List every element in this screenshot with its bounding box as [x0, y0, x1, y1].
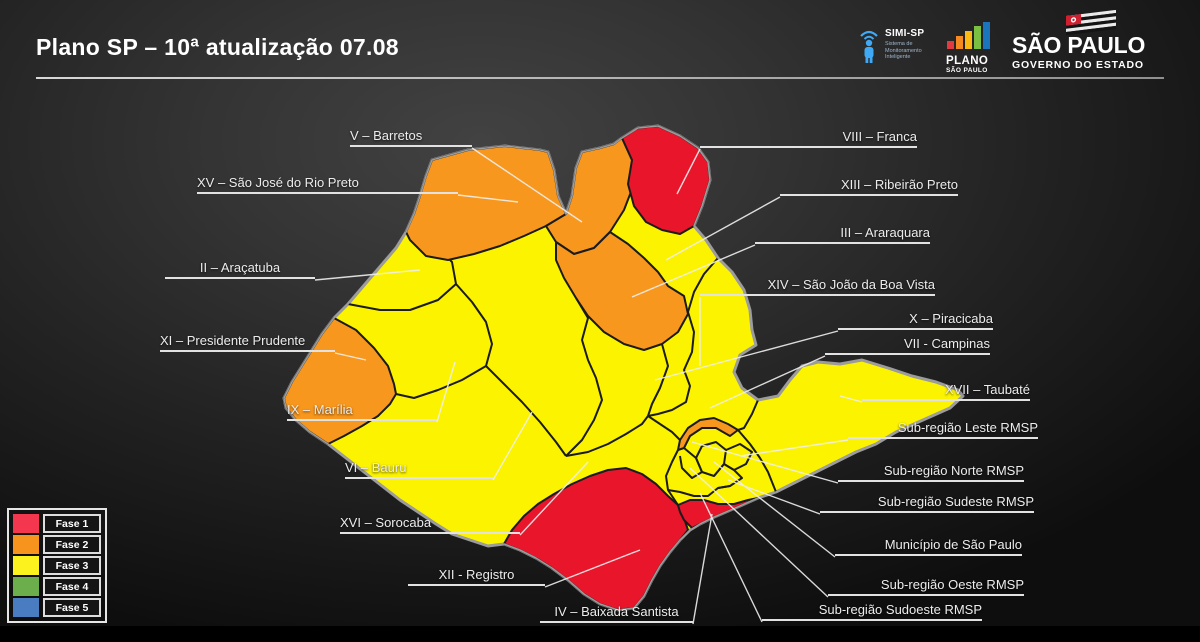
governo-sp-logo: SÃO PAULO GOVERNO DO ESTADO: [1012, 8, 1145, 71]
leader-line-oeste: [689, 467, 829, 598]
simi-sub-3: Inteligente: [885, 54, 911, 60]
legend-row-4: Fase 4: [13, 577, 101, 596]
leader-line-ii: [314, 269, 421, 281]
legend-label-fase-4: Fase 4: [43, 577, 101, 596]
sp-flag-icon: [1066, 10, 1116, 36]
leader-line-xv: [457, 194, 519, 203]
plano-bars-icon: [947, 22, 990, 49]
page-title: Plano SP – 10ª atualização 07.08: [36, 34, 399, 60]
leader-line-viii: [676, 148, 701, 195]
legend-label-fase-2: Fase 2: [43, 535, 101, 554]
plano-sp-logo: PLANO SÃO PAULO: [946, 22, 998, 74]
leader-lines: [314, 147, 863, 625]
leader-line-norte: [691, 441, 839, 484]
leader-line-sudoeste: [699, 492, 763, 623]
leader-line-xi: [334, 352, 367, 361]
legend-row-3: Fase 3: [13, 556, 101, 575]
leader-line-ix: [436, 361, 456, 423]
leader-line-xvi: [519, 461, 589, 536]
legend-row-2: Fase 2: [13, 535, 101, 554]
simi-title: SIMI-SP: [885, 28, 925, 39]
legend-label-fase-5: Fase 5: [43, 598, 101, 617]
legend-swatch-fase-3: [13, 556, 39, 575]
legend-swatch-fase-5: [13, 598, 39, 617]
governo-logo-line1: SÃO PAULO: [1012, 32, 1146, 58]
leader-line-x: [654, 330, 839, 381]
leader-line-leste: [739, 439, 849, 457]
legend-label-fase-1: Fase 1: [43, 514, 101, 533]
leader-line-vi: [492, 411, 533, 481]
leader-line-iii: [631, 244, 756, 298]
legend-swatch-fase-1: [13, 514, 39, 533]
legend-row-1: Fase 1: [13, 514, 101, 533]
simi-sub-2: Monitoramento: [885, 47, 922, 54]
legend-swatch-fase-4: [13, 577, 39, 596]
legend-label-fase-3: Fase 3: [43, 556, 101, 575]
governo-logo-line2: GOVERNO DO ESTADO: [1012, 59, 1144, 71]
leader-line-xii: [544, 549, 641, 588]
simi-sp-logo: SIMI-SP Sistema de Monitoramento Intelig…: [858, 28, 924, 64]
bottom-black-bar: [0, 626, 1200, 642]
leader-line-msp: [713, 461, 836, 558]
leader-line-iv: [692, 513, 713, 625]
plano-logo-line2: SÃO PAULO: [946, 67, 988, 74]
header-divider: [36, 77, 1164, 79]
leader-line-xvii: [839, 395, 863, 403]
legend-row-5: Fase 5: [13, 598, 101, 617]
simi-sub-1: Sistema de: [885, 41, 913, 47]
legend-swatch-fase-2: [13, 535, 39, 554]
leader-line-xiii: [665, 196, 781, 261]
region-borders: [347, 257, 777, 506]
leader-line-v: [471, 147, 583, 223]
region-araraquara: [555, 231, 689, 351]
simi-person-wifi-icon: [860, 30, 878, 63]
plano-logo-line1: PLANO: [946, 55, 989, 67]
leader-line-vii: [709, 355, 826, 409]
phase-legend: Fase 1 Fase 2 Fase 3 Fase 4 Fase 5: [7, 508, 107, 623]
